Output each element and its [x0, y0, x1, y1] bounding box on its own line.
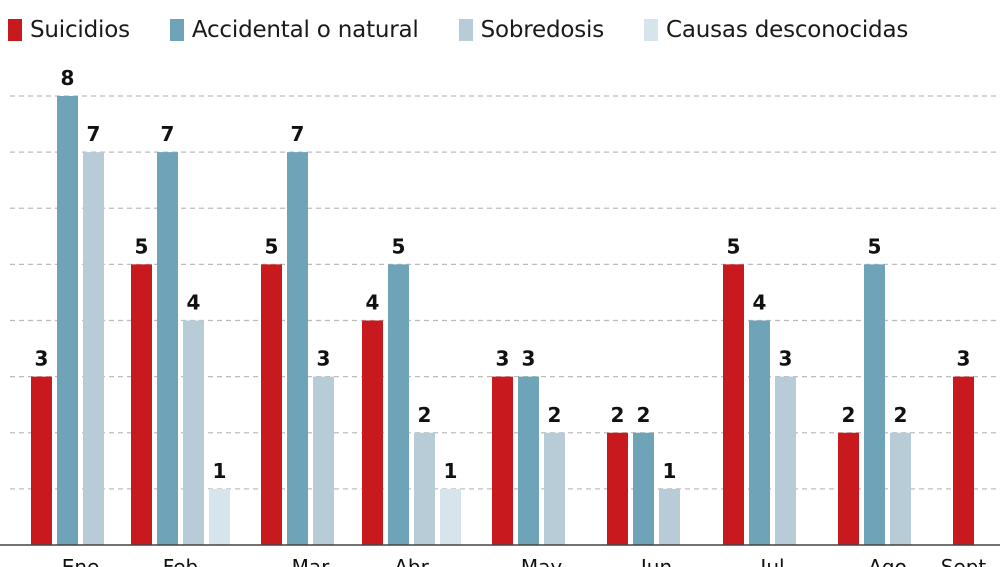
- bar: [31, 376, 52, 545]
- bar: [131, 264, 152, 545]
- x-tick-label: Ene: [62, 555, 100, 567]
- value-label: 3: [35, 347, 49, 371]
- bar: [864, 264, 885, 545]
- value-label: 3: [317, 347, 331, 371]
- value-label: 1: [213, 459, 227, 483]
- bar: [414, 432, 435, 545]
- value-label: 5: [392, 234, 406, 258]
- legend-item-suicidios: Suicidios: [8, 17, 130, 43]
- legend-swatch-suicidios: [8, 19, 22, 41]
- value-label: 4: [753, 291, 767, 315]
- bar: [57, 96, 78, 545]
- legend-item-sobredosis: Sobredosis: [458, 17, 605, 43]
- value-label: 8: [61, 66, 75, 90]
- x-tick-label: Mar: [292, 555, 331, 567]
- value-label: 4: [187, 291, 201, 315]
- legend-item-desconocidas: Causas desconocidas: [644, 17, 908, 43]
- x-tick-label: Ago: [868, 555, 907, 567]
- x-tick-labels: Ene Feb Mar Abr May Jun Jul Ago Sept: [62, 555, 987, 567]
- bar: [83, 152, 104, 545]
- bar: [157, 152, 178, 545]
- legend-label-accidental: Accidental o natural: [191, 17, 419, 43]
- bar: [890, 432, 911, 545]
- bars: [31, 96, 974, 545]
- value-label: 5: [727, 234, 741, 258]
- legend-swatch-accidental: [169, 19, 184, 41]
- bar: [518, 376, 539, 545]
- value-label: 5: [265, 234, 279, 258]
- bar: [775, 376, 796, 545]
- chart-legend: Suicidios Accidental o natural Sobredosi…: [8, 14, 948, 46]
- bar: [492, 376, 513, 545]
- bar: [388, 264, 409, 545]
- bar: [607, 432, 628, 545]
- x-tick-label: Feb: [163, 555, 198, 567]
- bar: [749, 320, 770, 545]
- value-label: 3: [496, 347, 510, 371]
- value-label: 4: [366, 291, 380, 315]
- value-label: 3: [779, 347, 793, 371]
- value-label: 5: [868, 234, 882, 258]
- bar: [287, 152, 308, 545]
- bar: [209, 488, 230, 545]
- x-tick-label: May: [521, 555, 563, 567]
- bar: [953, 376, 974, 545]
- value-label: 2: [611, 403, 625, 427]
- legend-swatch-desconocidas: [644, 19, 659, 41]
- legend-swatch-sobredosis: [458, 19, 473, 41]
- bar: [838, 432, 859, 545]
- value-label: 2: [418, 403, 432, 427]
- x-tick-label: Abr: [394, 555, 429, 567]
- value-label: 2: [637, 403, 651, 427]
- value-label: 5: [135, 234, 149, 258]
- bar: [659, 488, 680, 545]
- value-label: 2: [894, 403, 908, 427]
- bar: [362, 320, 383, 545]
- legend-label-desconocidas: Causas desconocidas: [666, 17, 909, 43]
- value-label: 3: [522, 347, 536, 371]
- legend-item-accidental: Accidental o natural: [169, 17, 419, 43]
- value-label: 7: [291, 122, 305, 146]
- bar: [723, 264, 744, 545]
- legend-label-suicidios: Suicidios: [30, 17, 130, 43]
- value-label: 7: [87, 122, 101, 146]
- value-label: 2: [548, 403, 562, 427]
- x-tick-label: Jun: [639, 555, 672, 567]
- bar: [313, 376, 334, 545]
- bar: [261, 264, 282, 545]
- bar: [440, 488, 461, 545]
- bar: [183, 320, 204, 545]
- value-label: 3: [957, 347, 971, 371]
- bar: [544, 432, 565, 545]
- value-label: 1: [663, 459, 677, 483]
- legend-label-sobredosis: Sobredosis: [480, 17, 605, 43]
- value-label: 1: [444, 459, 458, 483]
- x-tick-label: Jul: [758, 555, 784, 567]
- value-label: 2: [842, 403, 856, 427]
- x-tick-label: Sept: [941, 555, 987, 567]
- value-label: 7: [161, 122, 175, 146]
- bar: [633, 432, 654, 545]
